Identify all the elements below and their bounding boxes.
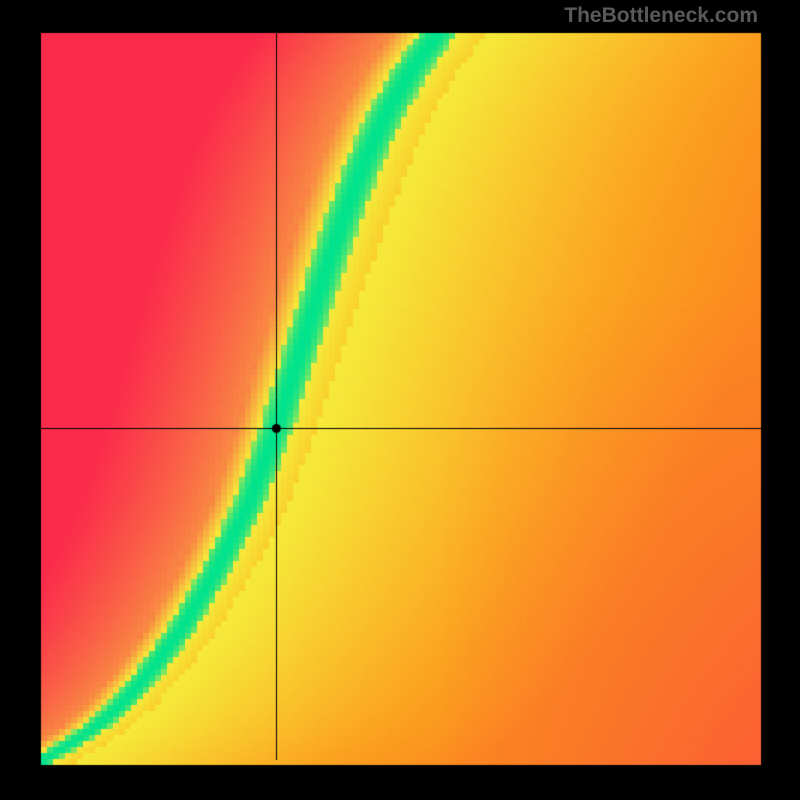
watermark-text: TheBottleneck.com	[564, 4, 758, 28]
heatmap-canvas	[0, 0, 800, 800]
